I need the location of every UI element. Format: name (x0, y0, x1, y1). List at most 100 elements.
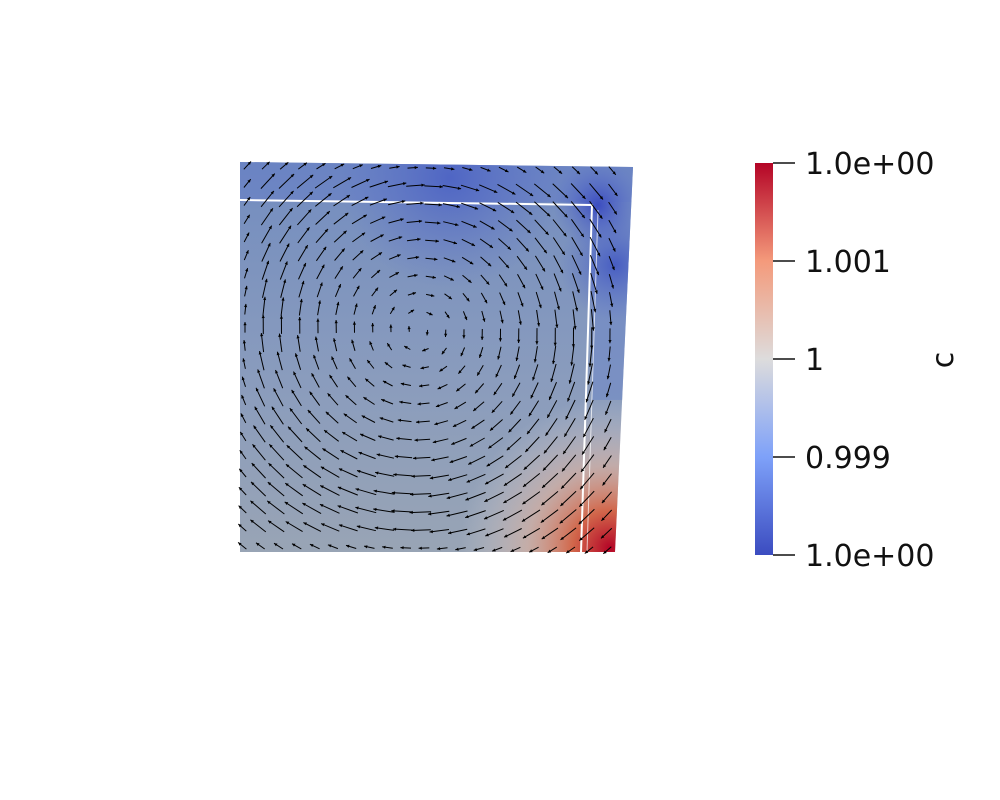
vector-arrow-head (309, 391, 313, 396)
vector-arrow-shaft (504, 455, 522, 469)
vector-arrow-head (482, 318, 486, 322)
vector-arrow-shaft (411, 475, 431, 477)
vector-arrow-shaft (543, 436, 558, 454)
vector-arrow-head (289, 408, 293, 412)
vector-arrow-head (603, 446, 607, 451)
vector-arrow-head (268, 520, 272, 524)
vector-arrow-head (427, 512, 432, 516)
vector-arrow-head (364, 545, 368, 549)
vector-arrow-head (247, 197, 251, 201)
vector-arrow-shaft (534, 219, 549, 236)
vector-arrow-head (409, 510, 413, 514)
vector-arrow-shaft (314, 175, 333, 189)
vector-arrow-shaft (374, 471, 395, 477)
vector-arrow-head (323, 246, 327, 251)
vector-arrow-shaft (261, 225, 273, 244)
vector-arrow-shaft (289, 407, 303, 425)
vector-arrow-head (506, 446, 511, 451)
vector-arrow-head (271, 406, 275, 411)
vector-arrow-head (271, 173, 275, 177)
vector-arrow-head (291, 389, 295, 394)
vector-arrow-shaft (333, 176, 352, 189)
vector-arrow-head (238, 542, 242, 546)
vector-arrow-head (358, 451, 363, 455)
vector-arrow-head (521, 518, 526, 522)
vector-arrow-head (515, 357, 519, 361)
vector-arrow-head (446, 513, 450, 517)
vector-arrow-head (382, 545, 386, 549)
vector-arrow-head (389, 324, 393, 328)
vector-arrow-head (414, 274, 418, 278)
vector-arrow-head (504, 283, 508, 287)
vector-arrow-head (269, 444, 273, 448)
vector-arrow-head (359, 250, 364, 254)
vector-arrow-head (247, 161, 251, 165)
vector-arrow-shaft (571, 237, 584, 257)
vector-arrow-head (613, 229, 617, 234)
scalar-field (240, 162, 633, 552)
vector-arrow-head (464, 316, 468, 321)
vector-arrow-head (422, 348, 426, 352)
vector-arrow-head (240, 431, 244, 436)
vector-arrow-head (240, 413, 244, 417)
vector-arrow-head (453, 241, 457, 245)
vector-arrow-shaft (355, 488, 377, 496)
vector-arrow-head (523, 483, 527, 487)
vector-arrow-head (581, 214, 585, 219)
vector-arrow-head (532, 377, 536, 381)
vector-arrow-head (540, 286, 544, 290)
vector-arrow-head (261, 314, 265, 319)
vector-arrow-head (548, 396, 552, 400)
vector-arrow-shaft (446, 510, 468, 517)
vector-arrow-head (344, 212, 349, 217)
vector-arrow-head (578, 271, 582, 275)
vector-arrow-head (603, 464, 607, 468)
vector-arrow-head (512, 393, 516, 397)
vector-arrow-head (397, 418, 402, 422)
vector-arrow-head (316, 318, 320, 322)
vector-arrow-head (597, 252, 601, 257)
vector-arrow-shaft (552, 237, 566, 256)
vector-arrow-head (270, 425, 274, 429)
vector-arrow-head (492, 548, 496, 552)
vector-arrow-shaft (322, 447, 340, 460)
vector-arrow-head (593, 308, 597, 313)
vector-arrow-head (244, 303, 248, 308)
vector-arrow-head (434, 422, 438, 426)
vector-arrow-head (398, 236, 403, 240)
vector-arrow-shaft (541, 527, 559, 540)
vector-arrow-shaft (515, 201, 533, 216)
vector-arrow-shaft (534, 201, 551, 217)
vector-arrow-shaft (584, 399, 594, 420)
vector-arrow-head (278, 333, 282, 337)
vector-arrow-head (503, 482, 508, 486)
vector-arrow-head (490, 427, 494, 431)
vector-arrow-shaft (262, 278, 268, 298)
vector-arrow-head (528, 211, 533, 215)
vector-arrow-head (449, 459, 454, 463)
vector-arrow-head (309, 191, 313, 196)
vector-arrow-head (584, 416, 588, 420)
vector-arrow-head (360, 433, 364, 437)
vector-arrow-shaft (485, 528, 504, 537)
vector-arrow-head (256, 542, 260, 546)
vector-arrow-head (276, 351, 280, 356)
vector-arrow-head (474, 206, 479, 210)
vector-arrow-head (371, 323, 375, 327)
vector-arrow-head (473, 224, 477, 228)
vector-arrow-head (543, 449, 548, 454)
vector-arrow-shaft (589, 201, 603, 219)
vector-arrow-head (560, 269, 563, 274)
vector-arrow-shaft (278, 173, 295, 189)
vector-arrow-head (480, 336, 484, 340)
vector-arrow-head (339, 266, 343, 270)
vector-arrow-head (436, 547, 441, 551)
vector-arrow-head (361, 232, 366, 236)
vector-arrow-shaft (253, 425, 266, 443)
vector-arrow-shaft (373, 490, 395, 495)
vector-arrow-head (258, 351, 262, 355)
vector-arrow-head (356, 525, 361, 529)
vector-arrow-head (302, 484, 307, 488)
vector-arrow-shaft (319, 503, 340, 514)
